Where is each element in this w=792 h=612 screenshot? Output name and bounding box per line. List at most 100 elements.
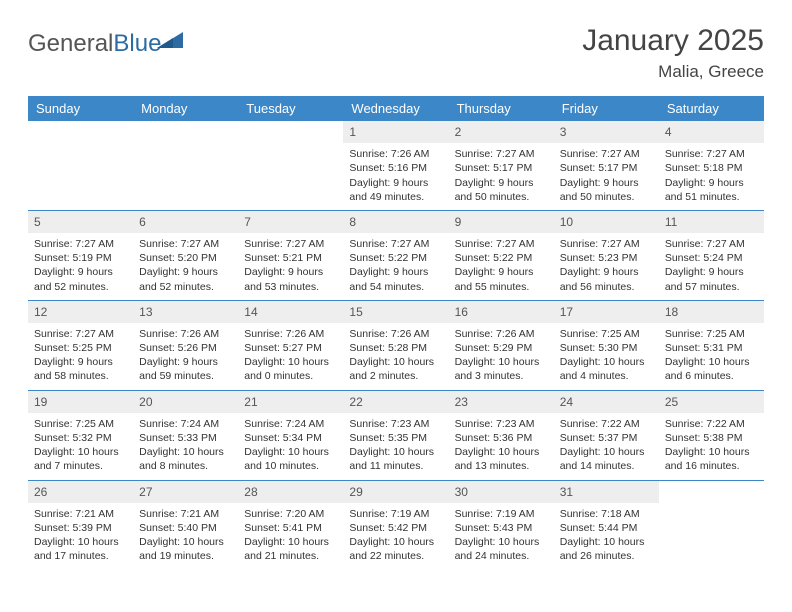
day-cell: 13Sunrise: 7:26 AMSunset: 5:26 PMDayligh… (133, 301, 238, 390)
day-body: Sunrise: 7:26 AMSunset: 5:27 PMDaylight:… (238, 327, 343, 384)
day-cell: 17Sunrise: 7:25 AMSunset: 5:30 PMDayligh… (554, 301, 659, 390)
day-body: Sunrise: 7:22 AMSunset: 5:38 PMDaylight:… (659, 417, 764, 474)
day-line-sr: Sunrise: 7:25 AM (665, 327, 758, 341)
week-row: 1 Sunrise: 7:26 AMSunset: 5:16 PMDaylight… (28, 121, 764, 211)
day-cell: 6Sunrise: 7:27 AMSunset: 5:20 PMDaylight… (133, 211, 238, 300)
day-line-ss: Sunset: 5:42 PM (349, 521, 442, 535)
day-line-dl1: Daylight: 9 hours (560, 265, 653, 279)
week-row: 19Sunrise: 7:25 AMSunset: 5:32 PMDayligh… (28, 391, 764, 481)
day-line-ss: Sunset: 5:16 PM (349, 161, 442, 175)
day-number: 18 (659, 301, 764, 323)
day-line-ss: Sunset: 5:33 PM (139, 431, 232, 445)
day-cell: 9Sunrise: 7:27 AMSunset: 5:22 PMDaylight… (449, 211, 554, 300)
day-line-ss: Sunset: 5:29 PM (455, 341, 548, 355)
day-body: Sunrise: 7:27 AMSunset: 5:21 PMDaylight:… (238, 237, 343, 294)
day-body: Sunrise: 7:26 AMSunset: 5:26 PMDaylight:… (133, 327, 238, 384)
day-line-ss: Sunset: 5:28 PM (349, 341, 442, 355)
day-body: Sunrise: 7:23 AMSunset: 5:35 PMDaylight:… (343, 417, 448, 474)
day-number: 11 (659, 211, 764, 233)
day-line-ss: Sunset: 5:22 PM (349, 251, 442, 265)
day-cell: 25Sunrise: 7:22 AMSunset: 5:38 PMDayligh… (659, 391, 764, 480)
day-header-row: Sunday Monday Tuesday Wednesday Thursday… (28, 96, 764, 121)
day-line-sr: Sunrise: 7:27 AM (349, 237, 442, 251)
day-body: Sunrise: 7:26 AMSunset: 5:29 PMDaylight:… (449, 327, 554, 384)
day-line-dl1: Daylight: 10 hours (455, 535, 548, 549)
day-header-sun: Sunday (28, 96, 133, 121)
day-number: 15 (343, 301, 448, 323)
day-line-dl2: and 17 minutes. (34, 549, 127, 563)
day-number: 9 (449, 211, 554, 233)
day-line-ss: Sunset: 5:35 PM (349, 431, 442, 445)
day-line-dl1: Daylight: 9 hours (455, 265, 548, 279)
day-cell: 26Sunrise: 7:21 AMSunset: 5:39 PMDayligh… (28, 481, 133, 570)
day-line-dl2: and 26 minutes. (560, 549, 653, 563)
day-line-dl2: and 22 minutes. (349, 549, 442, 563)
day-number: 7 (238, 211, 343, 233)
day-line-dl1: Daylight: 10 hours (455, 445, 548, 459)
day-line-dl1: Daylight: 10 hours (560, 535, 653, 549)
day-line-dl1: Daylight: 10 hours (244, 445, 337, 459)
day-cell: 15Sunrise: 7:26 AMSunset: 5:28 PMDayligh… (343, 301, 448, 390)
day-cell: 18 Sunrise: 7:25 AMSunset: 5:31 PMDayligh… (659, 301, 764, 390)
day-line-dl1: Daylight: 10 hours (244, 535, 337, 549)
title-block: January 2025 Malia, Greece (582, 24, 764, 82)
day-body: Sunrise: 7:27 AMSunset: 5:22 PMDaylight:… (343, 237, 448, 294)
day-line-dl2: and 52 minutes. (34, 280, 127, 294)
day-cell (133, 121, 238, 210)
day-line-ss: Sunset: 5:37 PM (560, 431, 653, 445)
day-body: Sunrise: 7:27 AMSunset: 5:23 PMDaylight:… (554, 237, 659, 294)
calendar: Sunday Monday Tuesday Wednesday Thursday… (28, 96, 764, 569)
day-header-wed: Wednesday (343, 96, 448, 121)
day-line-ss: Sunset: 5:44 PM (560, 521, 653, 535)
day-line-sr: Sunrise: 7:27 AM (455, 237, 548, 251)
day-number: 1 (343, 121, 448, 143)
day-line-ss: Sunset: 5:21 PM (244, 251, 337, 265)
day-body: Sunrise: 7:27 AMSunset: 5:17 PMDaylight:… (554, 147, 659, 204)
day-number: 6 (133, 211, 238, 233)
week-row: 5Sunrise: 7:27 AMSunset: 5:19 PMDaylight… (28, 211, 764, 301)
day-line-dl1: Daylight: 9 hours (244, 265, 337, 279)
day-cell: 16Sunrise: 7:26 AMSunset: 5:29 PMDayligh… (449, 301, 554, 390)
logo-text: GeneralBlue (28, 30, 161, 58)
day-number: 2 (449, 121, 554, 143)
day-cell: 7 Sunrise: 7:27 AMSunset: 5:21 PMDaylight… (238, 211, 343, 300)
day-line-ss: Sunset: 5:38 PM (665, 431, 758, 445)
day-line-dl2: and 14 minutes. (560, 459, 653, 473)
day-line-sr: Sunrise: 7:27 AM (244, 237, 337, 251)
day-line-sr: Sunrise: 7:27 AM (34, 237, 127, 251)
day-line-dl1: Daylight: 10 hours (139, 535, 232, 549)
day-number: 22 (343, 391, 448, 413)
day-line-sr: Sunrise: 7:23 AM (455, 417, 548, 431)
day-line-sr: Sunrise: 7:27 AM (34, 327, 127, 341)
day-line-dl1: Daylight: 10 hours (34, 535, 127, 549)
day-number: 12 (28, 301, 133, 323)
day-line-dl2: and 50 minutes. (560, 190, 653, 204)
day-line-sr: Sunrise: 7:26 AM (139, 327, 232, 341)
day-line-dl1: Daylight: 9 hours (34, 355, 127, 369)
day-number: 8 (343, 211, 448, 233)
day-line-dl2: and 11 minutes. (349, 459, 442, 473)
day-line-ss: Sunset: 5:18 PM (665, 161, 758, 175)
day-line-dl2: and 7 minutes. (34, 459, 127, 473)
day-line-ss: Sunset: 5:39 PM (34, 521, 127, 535)
day-body: Sunrise: 7:27 AMSunset: 5:19 PMDaylight:… (28, 237, 133, 294)
day-line-dl1: Daylight: 9 hours (349, 265, 442, 279)
day-number: 23 (449, 391, 554, 413)
day-line-ss: Sunset: 5:27 PM (244, 341, 337, 355)
day-line-dl2: and 51 minutes. (665, 190, 758, 204)
day-cell: 5Sunrise: 7:27 AMSunset: 5:19 PMDaylight… (28, 211, 133, 300)
day-body: Sunrise: 7:27 AMSunset: 5:25 PMDaylight:… (28, 327, 133, 384)
day-body: Sunrise: 7:21 AMSunset: 5:40 PMDaylight:… (133, 507, 238, 564)
day-cell (659, 481, 764, 570)
day-cell: 20Sunrise: 7:24 AMSunset: 5:33 PMDayligh… (133, 391, 238, 480)
day-cell: 22 Sunrise: 7:23 AMSunset: 5:35 PMDayligh… (343, 391, 448, 480)
day-line-ss: Sunset: 5:19 PM (34, 251, 127, 265)
day-line-dl2: and 52 minutes. (139, 280, 232, 294)
day-line-dl1: Daylight: 9 hours (139, 355, 232, 369)
day-line-dl2: and 6 minutes. (665, 369, 758, 383)
day-body: Sunrise: 7:26 AMSunset: 5:16 PMDaylight:… (343, 147, 448, 204)
day-cell: 11Sunrise: 7:27 AMSunset: 5:24 PMDayligh… (659, 211, 764, 300)
day-body: Sunrise: 7:25 AMSunset: 5:31 PMDaylight:… (659, 327, 764, 384)
day-line-dl1: Daylight: 10 hours (349, 355, 442, 369)
day-line-dl1: Daylight: 10 hours (560, 445, 653, 459)
